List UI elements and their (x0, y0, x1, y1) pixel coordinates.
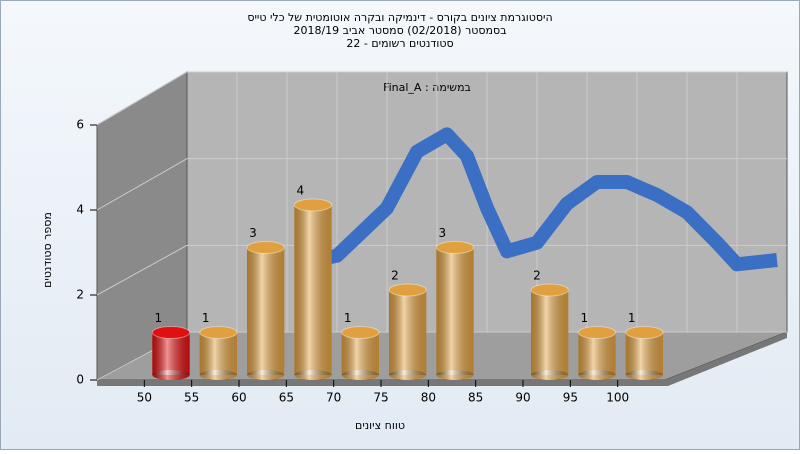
x-tick-label: 70 (326, 391, 341, 405)
bar-group (199, 326, 238, 380)
bar-bottom-shine (246, 370, 285, 380)
grid-line (96, 244, 188, 296)
bar-group (246, 241, 285, 380)
bar-bottom-shine (341, 370, 380, 380)
bar-group (341, 326, 380, 380)
value-label: 2 (533, 269, 541, 283)
bar-group (151, 326, 191, 380)
value-label: 1 (155, 311, 163, 325)
bar-bottom-shine (152, 370, 190, 380)
x-tick-label: 85 (468, 391, 483, 405)
bar-bottom-shine (294, 370, 332, 380)
bar-shine (389, 290, 427, 375)
x-tick-label: 60 (231, 391, 246, 405)
x-tick-label: 90 (515, 391, 530, 405)
bar-group (293, 198, 333, 380)
x-axis-label: טווח ציונים (355, 419, 405, 432)
value-label: 4 (297, 184, 305, 198)
x-tick-label: 75 (373, 391, 388, 405)
chart-title: היסטוגרמת ציונים בקורס - דינמיקה ובקרה א… (247, 11, 552, 24)
bar-group (435, 241, 475, 380)
density-curve (295, 127, 778, 272)
bar-group (530, 283, 569, 380)
bar-bottom-shine (436, 370, 474, 380)
value-label: 1 (202, 311, 210, 325)
bar-shine (531, 290, 569, 375)
x-tick-label: 95 (563, 391, 578, 405)
bar-top (388, 283, 427, 297)
y-tick-label: 2 (76, 288, 84, 302)
value-label: 3 (439, 226, 447, 240)
bar-bottom-shine (389, 370, 427, 380)
value-label: 1 (581, 311, 589, 325)
annotation: Final_A : במשימה (383, 81, 471, 94)
bar-top (151, 326, 191, 339)
y-tick-label: 6 (76, 118, 84, 132)
bar-shine (199, 332, 237, 375)
x-tick-label: 80 (421, 391, 436, 405)
grid-line (96, 158, 188, 211)
bar-group (577, 326, 617, 380)
value-label: 2 (391, 269, 399, 283)
bar-bottom-shine (531, 370, 569, 380)
bar-group (388, 283, 427, 380)
bar-top (435, 241, 475, 254)
grid-line (96, 71, 188, 126)
bar-top (625, 326, 664, 339)
value-label: 3 (249, 226, 257, 240)
bar-shine (341, 332, 379, 375)
value-label: 1 (344, 311, 352, 325)
bar-bottom-shine (625, 370, 663, 380)
bar-shine (294, 205, 332, 375)
bar-shine (247, 247, 285, 375)
y-tick-label: 4 (76, 203, 84, 217)
bar-shine (625, 332, 663, 375)
bar-top (199, 326, 238, 339)
x-tick-label: 100 (606, 391, 629, 405)
bar-top (530, 283, 569, 297)
bar-shine (578, 332, 616, 375)
chart-title: סטודנטים רשומים - 22 (346, 37, 453, 50)
value-label: 1 (628, 311, 636, 325)
y-axis-label: מספר סטודנטים (41, 212, 54, 288)
bar-group (625, 326, 664, 380)
floor-edge (97, 332, 787, 386)
bar-top (341, 326, 380, 339)
y-tick-label: 0 (76, 373, 84, 387)
bar-top (246, 241, 285, 254)
bar-top (293, 198, 333, 212)
bar-bottom-shine (199, 370, 237, 380)
x-tick-label: 55 (184, 391, 199, 405)
bar-top (577, 326, 617, 339)
bar-bottom-shine (578, 370, 616, 380)
x-tick-label: 65 (279, 391, 294, 405)
bar-shine (436, 247, 474, 375)
bar-shine (152, 332, 190, 375)
chart-title: בסמסטר (02/2018) סמסטר אביב 2018/19 (293, 24, 506, 37)
x-tick-label: 50 (137, 391, 152, 405)
